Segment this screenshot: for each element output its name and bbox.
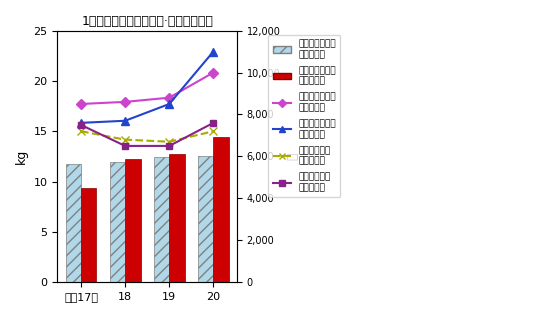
Bar [66,165,81,282]
Bar [125,159,140,282]
Bar [81,188,96,282]
Y-axis label: kg: kg [15,149,28,164]
Bar [198,156,213,282]
Bar [154,158,169,282]
Y-axis label: 円: 円 [286,153,299,160]
Bar [110,162,125,282]
Bar [169,154,185,282]
Legend: 全国鶏肉購入量
（左目盛）, 津市鶏肉購入量
（左目盛）, 全国鶏肉購入額
（右目盛）, 津市鶏肉購入額
（右目盛）, 全国卵購入額
（右目盛）, 津市卵購入額: 全国鶏肉購入量 （左目盛）, 津市鶏肉購入量 （左目盛）, 全国鶏肉購入額 （右… [268,35,341,197]
Title: 1世帯当たり年間の鶏肉·卵の購入金額: 1世帯当たり年間の鶏肉·卵の購入金額 [81,15,213,28]
Bar [213,137,229,282]
